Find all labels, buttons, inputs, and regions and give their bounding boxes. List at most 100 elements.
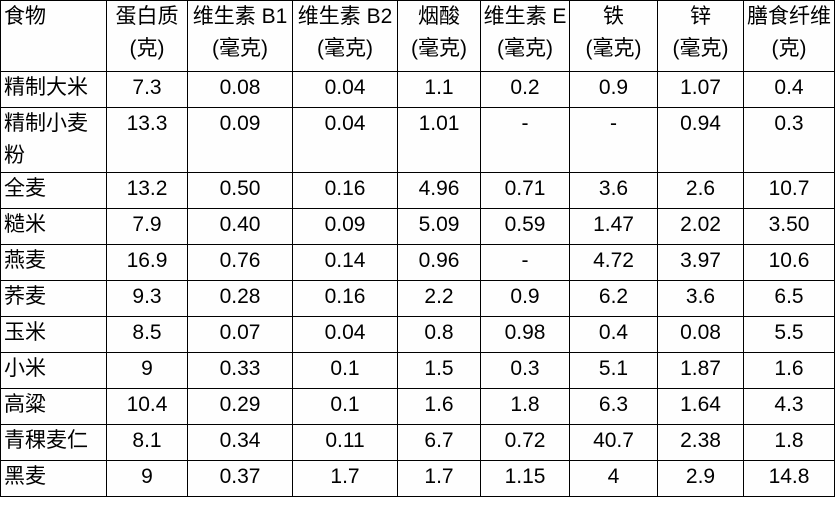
value-cell: 1.6 <box>397 388 481 425</box>
value-cell: 0.08 <box>657 316 744 353</box>
value-cell: 0.50 <box>187 172 293 209</box>
value-cell: 0.8 <box>397 316 481 353</box>
column-label: 烟酸 <box>418 5 460 28</box>
value-cell: 3.6 <box>569 172 658 209</box>
value-cell: 0.16 <box>292 172 398 209</box>
value-cell: 0.3 <box>480 352 570 389</box>
value-cell: 0.76 <box>187 244 293 281</box>
value-cell: 5.5 <box>743 316 835 353</box>
value-cell: - <box>569 107 658 173</box>
value-cell: 0.3 <box>743 107 835 173</box>
value-cell: 0.04 <box>292 316 398 353</box>
value-cell: 1.6 <box>743 352 835 389</box>
value-cell: 0.4 <box>569 316 658 353</box>
value-cell: 7.3 <box>106 71 188 108</box>
column-header-food: 食物 <box>0 0 107 72</box>
food-name-cell: 青稞麦仁 <box>0 424 107 461</box>
food-name-cell: 高粱 <box>0 388 107 425</box>
value-cell: 4.3 <box>743 388 835 425</box>
value-cell: 0.34 <box>187 424 293 461</box>
table-body: 精制大米 7.3 0.08 0.04 1.1 0.2 0.9 1.07 0.4 精制小麦粉 13.3… <box>0 71 835 497</box>
value-cell: 8.1 <box>106 424 188 461</box>
value-cell: 0.2 <box>480 71 570 108</box>
value-cell: 9.3 <box>106 280 188 317</box>
value-cell: 2.6 <box>657 172 744 209</box>
value-cell: 10.4 <box>106 388 188 425</box>
value-cell: 0.94 <box>657 107 744 173</box>
column-header: 锌 (毫克) <box>657 0 744 72</box>
value-cell: 0.07 <box>187 316 293 353</box>
value-cell: 5.09 <box>397 208 481 245</box>
value-cell: 3.6 <box>657 280 744 317</box>
value-cell: 9 <box>106 460 188 497</box>
value-cell: 7.9 <box>106 208 188 245</box>
value-cell: 4.96 <box>397 172 481 209</box>
value-cell: 0.28 <box>187 280 293 317</box>
column-header: 铁 (毫克) <box>569 0 658 72</box>
table-row: 全麦 13.2 0.50 0.16 4.96 0.71 3.6 2.6 10.7 <box>0 172 835 209</box>
value-cell: 10.6 <box>743 244 835 281</box>
column-header: 维生素 E (毫克) <box>480 0 570 72</box>
value-cell: 0.33 <box>187 352 293 389</box>
value-cell: 0.1 <box>292 388 398 425</box>
value-cell: 13.3 <box>106 107 188 173</box>
value-cell: 2.02 <box>657 208 744 245</box>
value-cell: 1.01 <box>397 107 481 173</box>
value-cell: - <box>480 107 570 173</box>
column-unit: (毫克) <box>497 37 553 60</box>
value-cell: 1.47 <box>569 208 658 245</box>
food-name-cell: 精制大米 <box>0 71 107 108</box>
value-cell: 1.15 <box>480 460 570 497</box>
value-cell: 14.8 <box>743 460 835 497</box>
column-unit: (克) <box>771 37 807 60</box>
table-row: 黑麦 9 0.37 1.7 1.7 1.15 4 2.9 14.8 <box>0 460 835 497</box>
value-cell: 0.09 <box>187 107 293 173</box>
value-cell: 9 <box>106 352 188 389</box>
value-cell: 0.9 <box>569 71 658 108</box>
value-cell: 0.14 <box>292 244 398 281</box>
value-cell: 1.1 <box>397 71 481 108</box>
value-cell: 0.08 <box>187 71 293 108</box>
nutrition-table: 食物 蛋白质 (克) 维生素 B1 (毫克) 维生素 B2 (毫克) 烟酸 (毫克) 维生素 E (… <box>0 0 835 497</box>
table-row: 燕麦 16.9 0.76 0.14 0.96-4.72 3.97 10.6 <box>0 244 835 281</box>
column-unit: (毫克) <box>585 37 642 60</box>
value-cell: 0.11 <box>292 424 398 461</box>
column-label: 维生素 E <box>483 5 567 28</box>
value-cell: 1.8 <box>480 388 570 425</box>
table-row: 小米 9 0.33 0.1 1.5 0.3 5.1 1.87 1.6 <box>0 352 835 389</box>
value-cell: 2.9 <box>657 460 744 497</box>
table-row: 青稞麦仁 8.1 0.34 0.11 6.7 0.72 40.7 2.38 1.8 <box>0 424 835 461</box>
value-cell: 0.71 <box>480 172 570 209</box>
value-cell: 0.59 <box>480 208 570 245</box>
value-cell: 0.37 <box>187 460 293 497</box>
value-cell: 5.1 <box>569 352 658 389</box>
value-cell: 0.04 <box>292 107 398 173</box>
food-name-cell: 精制小麦粉 <box>0 107 107 173</box>
value-cell: 13.2 <box>106 172 188 209</box>
value-cell: 2.38 <box>657 424 744 461</box>
value-cell: 10.7 <box>743 172 835 209</box>
column-unit: (毫克) <box>317 37 373 60</box>
value-cell: 3.97 <box>657 244 744 281</box>
column-unit: (毫克) <box>672 37 729 60</box>
column-label: 食物 <box>4 5 46 28</box>
value-cell: 0.9 <box>480 280 570 317</box>
value-cell: 6.2 <box>569 280 658 317</box>
table-header: 食物 蛋白质 (克) 维生素 B1 (毫克) 维生素 B2 (毫克) 烟酸 (毫克) 维生素 E (… <box>0 0 835 72</box>
table-row: 糙米 7.9 0.40 0.09 5.09 0.59 1.47 2.02 3.50 <box>0 208 835 245</box>
value-cell: 1.64 <box>657 388 744 425</box>
value-cell: 3.50 <box>743 208 835 245</box>
column-label: 膳食纤维 <box>747 5 831 28</box>
column-label: 维生素 B2 <box>297 5 393 28</box>
food-name-cell: 小米 <box>0 352 107 389</box>
value-cell: 4.72 <box>569 244 658 281</box>
value-cell: 6.7 <box>397 424 481 461</box>
food-name-cell: 全麦 <box>0 172 107 209</box>
column-header: 维生素 B1 (毫克) <box>187 0 293 72</box>
column-header: 维生素 B2 (毫克) <box>292 0 398 72</box>
value-cell: 0.1 <box>292 352 398 389</box>
value-cell: 0.98 <box>480 316 570 353</box>
column-unit: (毫克) <box>212 37 268 60</box>
table-row: 高粱 10.4 0.29 0.1 1.6 1.8 6.3 1.64 4.3 <box>0 388 835 425</box>
column-header: 蛋白质 (克) <box>106 0 188 72</box>
